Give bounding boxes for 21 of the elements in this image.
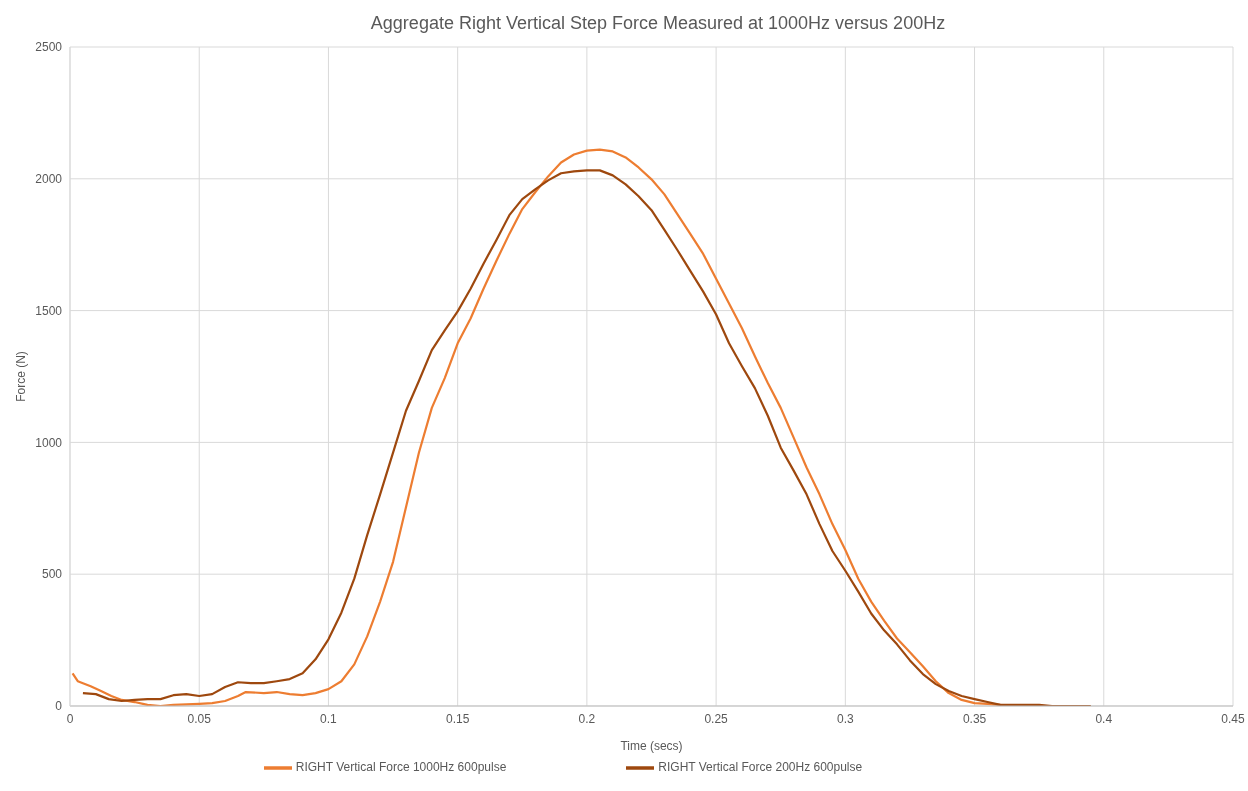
chart-title: Aggregate Right Vertical Step Force Measured at 1000Hz versus 200Hz: [369, 12, 947, 35]
x-tick-label: 0.15: [445, 711, 470, 726]
y-tick-label: 1000: [35, 435, 63, 450]
x-tick-label: 0.05: [187, 711, 212, 726]
y-tick-label: 0: [55, 699, 63, 714]
y-tick-label: 2500: [35, 40, 63, 55]
x-tick-label: 0.25: [704, 711, 729, 726]
x-tick-label: 0.2: [578, 711, 596, 726]
y-tick-label: 2000: [35, 172, 63, 187]
legend-label: RIGHT Vertical Force 200Hz 600pulse: [658, 760, 863, 775]
y-tick-label: 1500: [35, 303, 63, 318]
y-tick-label: 500: [41, 567, 63, 582]
x-tick-label: 0.35: [962, 711, 987, 726]
x-tick-label: 0.1: [320, 711, 338, 726]
x-tick-label: 0.3: [836, 711, 854, 726]
y-axis-title: Force (N): [14, 351, 29, 402]
x-tick-label: 0.4: [1095, 711, 1113, 726]
x-axis-title: Time (secs): [620, 739, 683, 753]
legend-label: RIGHT Vertical Force 1000Hz 600pulse: [295, 760, 507, 775]
x-tick-label: 0: [66, 711, 74, 726]
x-tick-label: 0.45: [1221, 711, 1245, 726]
